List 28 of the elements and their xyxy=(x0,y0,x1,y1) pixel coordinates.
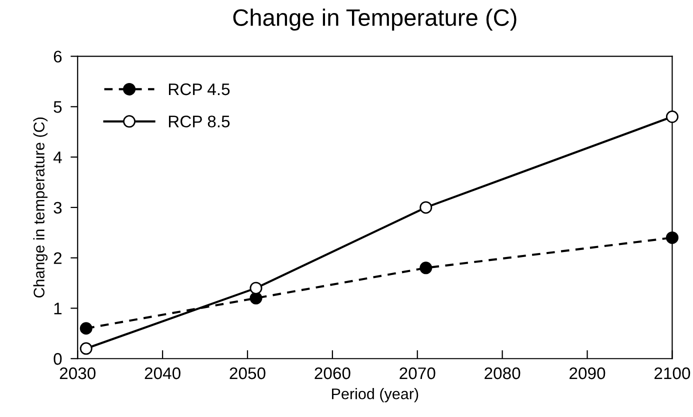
y-tick-label: 1 xyxy=(54,302,62,314)
point xyxy=(666,110,678,124)
x-tick-label: 2050 xyxy=(230,367,266,380)
y-tick-label: 4 xyxy=(53,152,62,164)
x-tick-label: 2080 xyxy=(484,367,520,380)
y-tick-label: 5 xyxy=(54,101,62,113)
point xyxy=(420,201,432,214)
x-axis-title: Period (year) xyxy=(332,388,418,402)
point xyxy=(420,262,432,274)
y-tick-label: 2 xyxy=(54,252,62,264)
x-tick-label: 2100 xyxy=(654,367,690,380)
chart-title: Change in Temperature (C) xyxy=(233,8,516,31)
point xyxy=(250,282,262,294)
legend-label: RCP 4.5 xyxy=(168,83,230,96)
point xyxy=(666,231,678,244)
y-axis-title: Change in temperature (C) xyxy=(33,118,48,298)
y-tick-label: 6 xyxy=(54,50,62,62)
y-tick-label: 3 xyxy=(54,202,62,214)
x-tick-label: 2030 xyxy=(60,367,96,380)
legend-label: RCP 8.5 xyxy=(168,116,230,128)
point xyxy=(80,342,92,355)
x-tick-label: 2090 xyxy=(570,367,606,380)
x-tick-label: 2040 xyxy=(144,367,180,380)
point xyxy=(250,292,262,304)
y-tick-label: 0 xyxy=(54,353,62,365)
point xyxy=(80,322,92,335)
x-tick-label: 2060 xyxy=(314,367,350,380)
x-tick-label: 2070 xyxy=(400,367,436,380)
